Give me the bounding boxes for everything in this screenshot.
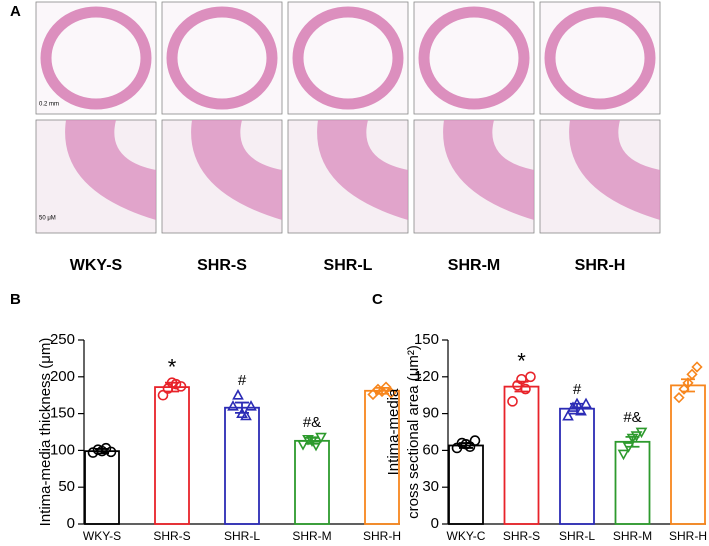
- x-tick-label: SHR-M: [613, 529, 652, 543]
- y-tick-label: 100: [50, 441, 75, 458]
- data-point: [240, 409, 252, 421]
- x-tick-label: SHR-L: [224, 529, 260, 543]
- y-tick-label: 120: [414, 368, 439, 385]
- y-tick-label: 150: [414, 331, 439, 348]
- data-point: [520, 383, 531, 395]
- data-point: [575, 404, 587, 416]
- x-tick-label: SHR-L: [559, 529, 595, 543]
- panel-label: B: [10, 291, 21, 308]
- vessel-wall: [317, 120, 408, 220]
- y-axis-label: cross sectional area (μm²): [405, 345, 422, 519]
- micrograph: [35, 1, 157, 115]
- x-tick-label: SHR-S: [153, 529, 190, 543]
- y-axis-label: Intima-media thickness (μm): [37, 338, 54, 527]
- micrograph: [413, 1, 535, 115]
- y-tick-label: 60: [422, 441, 439, 458]
- micrograph: [287, 1, 409, 115]
- significance-label: #: [573, 381, 582, 398]
- significance-label: #&: [303, 414, 321, 431]
- micrograph: [161, 1, 283, 115]
- vessel-wall: [443, 120, 534, 220]
- bar: [559, 407, 595, 525]
- data-point: [175, 381, 187, 392]
- bar: [294, 439, 330, 525]
- data-point: [678, 383, 690, 395]
- vessel-ring: [292, 6, 404, 110]
- group-label: SHR-M: [448, 257, 500, 274]
- data-point: [469, 435, 481, 446]
- data-point: [635, 427, 648, 439]
- panel-label: A: [10, 3, 21, 20]
- group-label: SHR-L: [324, 257, 373, 274]
- data-point: [385, 387, 397, 399]
- vessel-ring: [166, 6, 278, 110]
- group-label: SHR-H: [575, 257, 626, 274]
- scale-bar-label: 0.2 mm: [39, 102, 59, 108]
- micrograph: [539, 1, 661, 115]
- significance-label: *: [517, 349, 526, 374]
- data-point: [170, 378, 182, 390]
- x-tick-label: SHR-H: [363, 529, 401, 543]
- y-tick-label: 90: [422, 405, 439, 422]
- data-point: [297, 440, 309, 451]
- data-point: [380, 381, 392, 393]
- data-point: [630, 431, 643, 442]
- panel-label: C: [372, 291, 383, 308]
- vessel-ring: [418, 6, 530, 110]
- group-label: SHR-S: [197, 257, 247, 274]
- bar: [84, 450, 120, 525]
- significance-label: #&: [623, 409, 641, 426]
- data-point: [302, 434, 314, 446]
- data-point: [315, 432, 327, 444]
- data-point: [580, 397, 592, 409]
- bar: [670, 384, 706, 525]
- data-point: [245, 400, 257, 411]
- group-label: WKY-S: [70, 257, 123, 274]
- y-tick-label: 200: [50, 368, 75, 385]
- y-tick-label: 0: [67, 515, 75, 532]
- data-point: [105, 446, 117, 458]
- data-point: [673, 392, 685, 404]
- x-tick-label: WKY-C: [447, 529, 486, 543]
- vessel-wall: [569, 120, 660, 220]
- bar: [224, 406, 260, 525]
- y-tick-label: 150: [50, 405, 75, 422]
- data-point: [682, 377, 694, 389]
- data-point: [232, 389, 244, 400]
- scale-bar-label: 50 μM: [39, 216, 56, 222]
- data-point: [617, 449, 630, 461]
- y-tick-label: 50: [58, 478, 75, 495]
- vessel-ring: [40, 6, 152, 110]
- significance-label: *: [168, 355, 177, 380]
- x-tick-label: SHR-M: [292, 529, 331, 543]
- y-tick-label: 30: [422, 478, 439, 495]
- vessel-ring: [544, 6, 656, 110]
- vessel-wall: [191, 120, 282, 220]
- data-point: [562, 409, 574, 421]
- data-point: [525, 371, 536, 383]
- y-tick-label: 0: [431, 515, 439, 532]
- significance-label: #: [238, 372, 247, 389]
- data-point: [691, 361, 703, 373]
- bar: [448, 444, 484, 525]
- x-tick-label: SHR-S: [503, 529, 540, 543]
- y-axis-label: Intima-media: [385, 388, 402, 475]
- data-point: [622, 442, 635, 453]
- bar: [503, 385, 540, 525]
- data-point: [310, 440, 322, 452]
- data-point: [367, 388, 379, 401]
- data-point: [157, 389, 169, 401]
- data-point: [686, 368, 698, 380]
- data-point: [507, 396, 518, 407]
- vessel-wall: [65, 120, 156, 220]
- data-point: [571, 397, 583, 409]
- x-tick-label: WKY-S: [83, 529, 121, 543]
- micrographs: [35, 1, 661, 234]
- y-tick-label: 250: [50, 331, 75, 348]
- bar: [154, 386, 190, 525]
- data-point: [227, 400, 239, 411]
- x-tick-label: SHR-H: [669, 529, 707, 543]
